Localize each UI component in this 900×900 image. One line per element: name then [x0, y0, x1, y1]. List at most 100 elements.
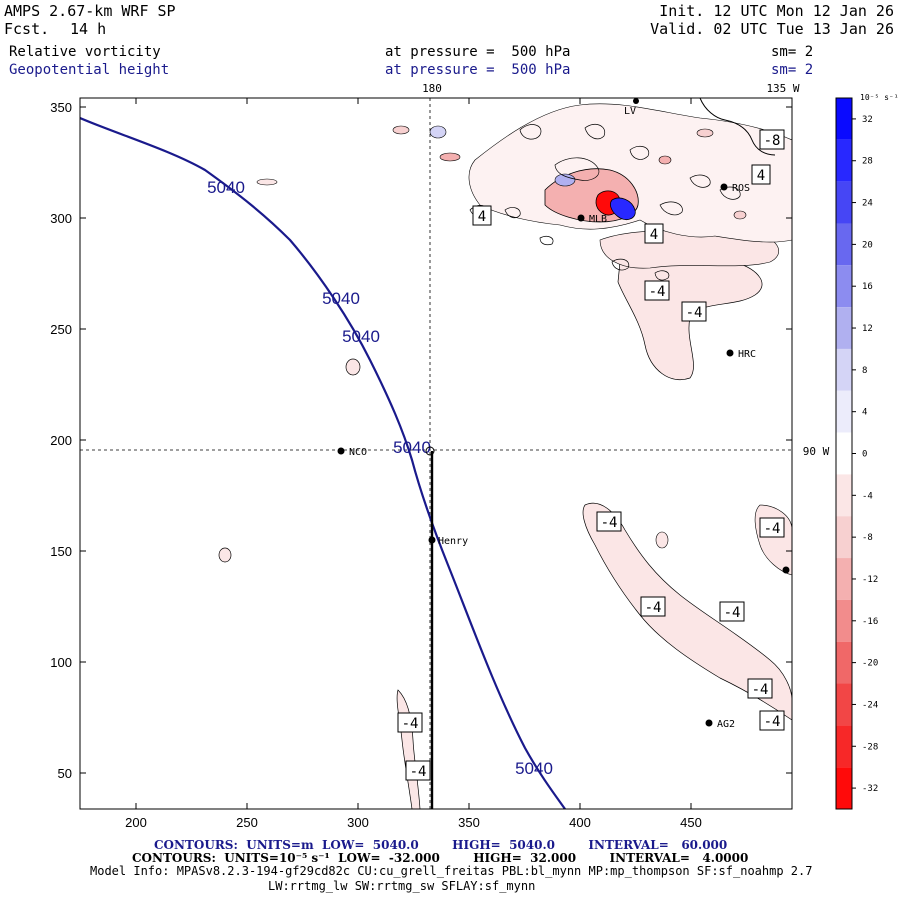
colorbar-label: -16 — [862, 617, 878, 627]
station-henry-label: Henry — [438, 536, 468, 547]
colorbar-cell — [836, 725, 852, 768]
vort-cluster-red-1 — [439, 152, 461, 162]
svg-text:-4: -4 — [752, 682, 769, 698]
colorbar-label: -28 — [862, 742, 878, 752]
svg-text:-4: -4 — [724, 605, 741, 621]
colorbar-label: -24 — [862, 700, 878, 710]
vort-cluster-red-2 — [392, 125, 410, 135]
station-mlb-dot — [577, 214, 585, 222]
y-tick-label: 350 — [50, 100, 72, 115]
vort-label-box: -4 — [640, 596, 666, 617]
coastline-ne — [699, 98, 776, 156]
cross-section-start-marker — [425, 446, 435, 456]
svg-text:-4: -4 — [764, 521, 781, 537]
vort-cluster-blue-2 — [554, 173, 576, 187]
colorbar-label: 20 — [862, 240, 873, 250]
forecast-hour: 14 h — [70, 20, 107, 38]
vort-label-box: -4 — [644, 280, 670, 301]
meridian-135w-label: 135 W — [766, 82, 799, 95]
field-1-smooth: sm= 2 — [771, 44, 814, 60]
x-tick-label: 450 — [680, 815, 702, 830]
field-1-level: at pressure = 500 hPa — [385, 44, 571, 60]
x-tick-label: 350 — [458, 815, 480, 830]
height-label: 5040 — [342, 327, 380, 346]
colorbar-label: 12 — [862, 324, 873, 334]
field-2-smooth: sm= 2 — [771, 62, 814, 78]
height-label: 5040 — [393, 438, 431, 457]
y-tick-label: 100 — [50, 655, 72, 670]
colorbar-label: 24 — [862, 199, 873, 209]
colorbar-cell — [836, 767, 852, 809]
vort-cluster-contours — [469, 124, 741, 281]
station-nco-label: NCO — [349, 447, 367, 458]
svg-text:-4: -4 — [402, 716, 419, 732]
colorbar-cell — [836, 683, 852, 726]
height-label: 5040 — [322, 289, 360, 308]
colorbar-cell — [836, 390, 852, 433]
svg-text:-4: -4 — [686, 305, 703, 321]
vort-label-box: 4 — [472, 205, 492, 226]
colorbar-label: -8 — [862, 533, 873, 543]
vort-neg-blob-3 — [256, 178, 278, 186]
vort-cluster-red-5 — [696, 128, 714, 138]
colorbar-cell — [836, 98, 852, 140]
colorbar-label: -4 — [862, 491, 873, 501]
vorticity-field — [218, 98, 792, 809]
axis-ticks — [80, 98, 792, 809]
vort-cluster-blue-1 — [429, 125, 447, 139]
vort-neg-strip-sw — [396, 689, 421, 809]
vort-label-box: 4 — [751, 164, 771, 185]
x-tick-label: 400 — [569, 815, 591, 830]
x-tick-label: 300 — [347, 815, 369, 830]
station-hrc-dot — [726, 349, 734, 357]
valid-time: Valid. 02 UTC Tue 13 Jan 26 — [650, 20, 894, 38]
station-nco-dot — [337, 447, 345, 455]
colorbar-cell — [836, 432, 852, 475]
svg-text:4: 4 — [478, 209, 486, 225]
svg-text:4: 4 — [650, 227, 658, 243]
field-2-level: at pressure = 500 hPa — [385, 62, 571, 78]
y-tick-label: 200 — [50, 433, 72, 448]
vort-label-box: -4 — [719, 601, 745, 622]
vort-neg-blob-2 — [218, 547, 232, 563]
colorbar-cell — [836, 181, 852, 224]
station-ag2-dot — [705, 719, 713, 727]
vort-cluster-red-3 — [658, 155, 672, 165]
colorbar-label: -20 — [862, 659, 878, 669]
svg-text:-8: -8 — [764, 133, 781, 149]
svg-text:-4: -4 — [645, 600, 662, 616]
svg-text:4: 4 — [757, 168, 765, 184]
colorbar-label: 8 — [862, 366, 867, 376]
colorbar-cell — [836, 139, 852, 182]
vort-neg-blob-4 — [655, 531, 669, 549]
colorbar-label: -12 — [862, 575, 878, 585]
model-title: AMPS 2.67-km WRF SP — [4, 2, 176, 20]
station-lv-label: LV — [624, 106, 636, 117]
vort-neg-blob-1 — [345, 358, 361, 376]
station-mlb-label: MLB — [589, 214, 607, 225]
svg-text:-4: -4 — [764, 714, 781, 730]
colorbar-label: 32 — [862, 115, 873, 125]
station-lv-dot — [633, 98, 639, 104]
forecast-label: Fcst. — [4, 20, 50, 38]
colorbar-cell — [836, 307, 852, 349]
meridian-180-label: 180 — [422, 82, 442, 95]
height-label: 5040 — [515, 759, 553, 778]
vort-label-box: -4 — [397, 712, 423, 733]
footer-vort-contours: CONTOURS: UNITS=10⁻⁵ s⁻¹ LOW= -32.000 HI… — [132, 851, 749, 865]
station-ag2-label: AG2 — [717, 719, 735, 730]
footer-height-contours: CONTOURS: UNITS=m LOW= 5040.0 HIGH= 5040… — [154, 838, 728, 852]
colorbar-unit: 10⁻⁵ s⁻¹ — [860, 93, 899, 102]
colorbar-cell — [836, 599, 852, 642]
vort-label-box: -8 — [759, 129, 785, 150]
colorbar-cell — [836, 558, 852, 600]
footer-model-info-2: LW:rrtmg_lw SW:rrtmg_sw SFLAY:sf_mynn — [268, 879, 536, 893]
x-tick-label: 200 — [125, 815, 147, 830]
vort-cluster-red-4 — [733, 210, 747, 220]
field-1-name: Relative vorticity — [9, 44, 161, 60]
colorbar-cell — [836, 223, 852, 266]
colorbar-cell — [836, 265, 852, 308]
station-ros-dot — [720, 183, 728, 191]
svg-text:-4: -4 — [649, 284, 666, 300]
